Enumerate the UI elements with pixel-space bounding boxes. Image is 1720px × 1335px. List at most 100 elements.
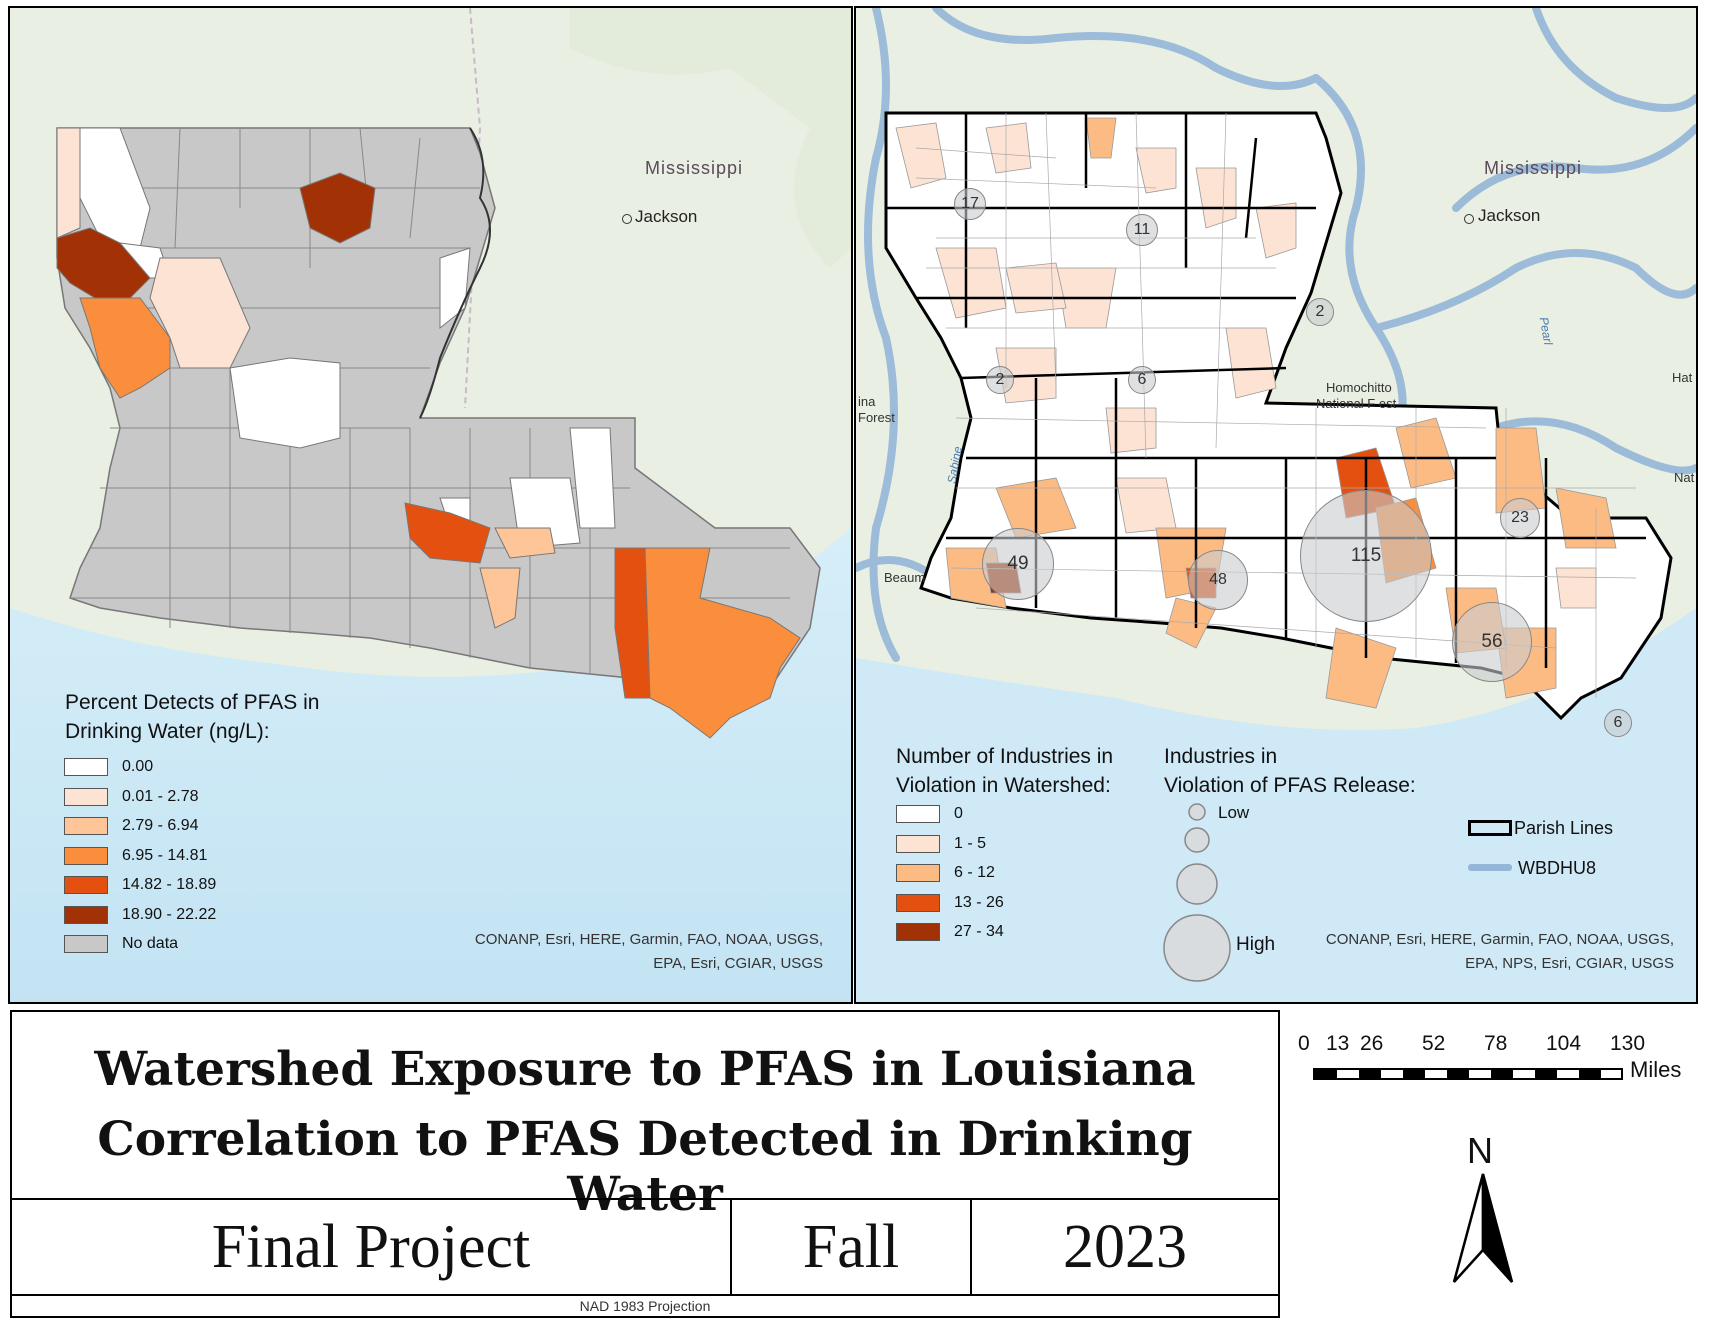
- industry-count-circle: 6: [1128, 366, 1156, 394]
- parish-red-1: [404, 502, 491, 564]
- parish-peach-2: [479, 567, 521, 629]
- industry-count-label: 6: [1137, 371, 1147, 388]
- industries-legend-circles: [1163, 803, 1231, 982]
- city-label-jackson: Jackson: [635, 207, 698, 226]
- label-homochitto: Homochitto: [1326, 380, 1392, 395]
- gulf-water: [856, 608, 1696, 1002]
- watershed-legend-row: 1 - 5: [896, 833, 986, 855]
- industry-count-label: 56: [1481, 631, 1503, 652]
- wbd-swatch: [1468, 864, 1512, 871]
- parish-lines-swatch: [1468, 820, 1512, 836]
- watershed-legend-row: 27 - 34: [896, 921, 1004, 943]
- legend-swatch: [896, 893, 940, 912]
- industry-count-circle: 49: [982, 528, 1054, 600]
- watershed-legend-row: 0: [896, 803, 963, 825]
- legend-label: 0.01 - 2.78: [122, 787, 199, 805]
- scale-tick-label: 104: [1546, 1032, 1582, 1055]
- legend-swatch: [896, 923, 940, 941]
- parish-peach-1: [494, 527, 556, 559]
- industry-count-circle: 23: [1500, 498, 1540, 538]
- left-map-canvas: [10, 8, 851, 1002]
- right-credit-line2: EPA, NPS, Esri, CGIAR, USGS: [1465, 955, 1674, 972]
- right-credit-line1: CONANP, Esri, HERE, Garmin, FAO, NOAA, U…: [1325, 931, 1674, 948]
- watershed-legend-title-line2: Violation in Watershed:: [896, 774, 1111, 797]
- parish-white-7: [569, 427, 616, 529]
- legend-swatch: [64, 905, 108, 924]
- legend-label: 0.00: [122, 758, 154, 775]
- scale-bar-graphic: [1313, 1068, 1623, 1080]
- legend-swatch: [64, 935, 108, 953]
- industry-count-label: 115: [1350, 545, 1382, 566]
- legend-label: 6 - 12: [954, 864, 995, 881]
- right-map-canvas: [856, 8, 1696, 1002]
- left-legend-row: 0.00: [64, 756, 153, 778]
- legend-label: No data: [122, 935, 179, 952]
- left-legend-title-line1: Percent Detects of PFAS in: [65, 691, 320, 714]
- parish-orange-2: [644, 547, 801, 739]
- left-credit-line1: CONANP, Esri, HERE, Garmin, FAO, NOAA, U…: [474, 931, 823, 948]
- right-map-panel: Mississippi Jackson Homochitto National …: [854, 6, 1698, 1004]
- industry-count-label: 49: [1007, 553, 1029, 574]
- label-hat: Hat: [1672, 370, 1693, 385]
- legend-label: 6.95 - 14.81: [122, 846, 208, 864]
- industry-count-label: 6: [1613, 714, 1623, 731]
- title-block: Watershed Exposure to PFAS in Louisiana …: [10, 1010, 1280, 1318]
- legend-label: 0: [954, 805, 963, 822]
- legend-swatch: [64, 817, 108, 835]
- left-legend-row: 18.90 - 22.22: [64, 904, 216, 926]
- industry-count-label: 11: [1133, 221, 1151, 238]
- parish-white-3: [229, 357, 341, 449]
- legend-swatch: [64, 758, 108, 776]
- parish-orange-1: [79, 297, 171, 399]
- city-label-jackson: Jackson: [1478, 206, 1541, 225]
- scale-tick-label: 52: [1422, 1032, 1446, 1055]
- legend-label: 13 - 26: [954, 893, 1004, 911]
- industry-count-label: 48: [1209, 571, 1227, 588]
- industry-count-circle: 17: [954, 188, 986, 220]
- left-map-credit: CONANP, Esri, HERE, Garmin, FAO, NOAA, U…: [475, 928, 823, 976]
- parish-dark-2: [299, 172, 376, 244]
- legend-swatch: [64, 876, 108, 894]
- industries-legend-low: Low: [1218, 803, 1250, 822]
- legend-label: 14.82 - 18.89: [122, 876, 217, 893]
- industries-legend-title-line2: Violation of PFAS Release:: [1164, 774, 1416, 797]
- industry-count-circle: 115: [1300, 490, 1432, 622]
- city-dot-jackson: [622, 214, 632, 224]
- title-line1: Watershed Exposure to PFAS in Louisiana: [94, 1042, 1196, 1097]
- industry-count-label: 23: [1511, 509, 1529, 526]
- industry-count-circle: 11: [1126, 214, 1158, 246]
- industry-count-circle: 6: [1604, 709, 1632, 737]
- scale-tick-label: 13: [1326, 1032, 1350, 1055]
- industry-count-circle: 48: [1188, 550, 1248, 610]
- scale-tick-label: 78: [1484, 1032, 1508, 1055]
- label-forest-b: Forest: [858, 410, 895, 425]
- watershed-legend-title-line1: Number of Industries in: [896, 745, 1114, 768]
- industry-count-circle: 2: [986, 366, 1014, 394]
- parish-light-2: [149, 257, 251, 369]
- legend-label: 18.90 - 22.22: [122, 905, 217, 923]
- left-legend-row: 2.79 - 6.94: [64, 815, 199, 837]
- state-label-mississippi: Mississippi: [645, 158, 744, 178]
- city-dot-jackson: [1464, 214, 1474, 224]
- industries-legend-high: High: [1236, 934, 1276, 955]
- left-legend-row: 14.82 - 18.89: [64, 874, 216, 896]
- parish-red-2: [614, 547, 651, 699]
- scale-tick-label: 0: [1298, 1032, 1310, 1055]
- label-beaumont: Beaum: [884, 570, 926, 585]
- cell-term: Fall: [732, 1200, 972, 1294]
- legend-swatch: [896, 805, 940, 823]
- legend-swatch: [64, 787, 108, 806]
- parish-white-4: [439, 247, 471, 330]
- wbd-label: WBDHU8: [1518, 858, 1597, 878]
- scale-tick-label: 130: [1610, 1032, 1646, 1055]
- scale-unit: Miles: [1630, 1057, 1682, 1082]
- left-legend-row: No data: [64, 933, 178, 955]
- legend-label: 1 - 5: [954, 834, 987, 852]
- left-legend-row: 6.95 - 14.81: [64, 845, 207, 867]
- industry-count-label: 17: [961, 195, 979, 212]
- left-legend-row: 0.01 - 2.78: [64, 786, 199, 808]
- cell-year: 2023: [1063, 1212, 1187, 1281]
- legend-label: 27 - 34: [954, 923, 1004, 940]
- left-credit-line2: EPA, Esri, CGIAR, USGS: [653, 955, 823, 972]
- label-forest-a: ina: [858, 394, 876, 409]
